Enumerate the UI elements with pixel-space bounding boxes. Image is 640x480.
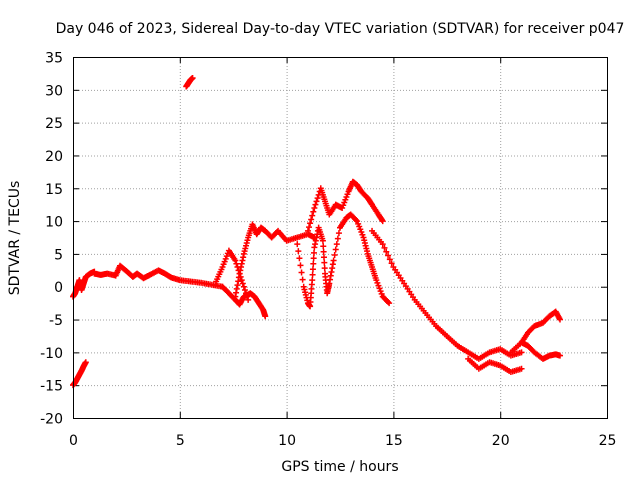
data-point: [294, 241, 301, 248]
y-tick-label: 20: [45, 149, 63, 165]
x-tick-label: 10: [278, 433, 296, 449]
data-point: [314, 195, 321, 202]
data-point: [385, 299, 392, 306]
data-point: [309, 271, 316, 278]
series-low-late: [465, 355, 525, 376]
y-tick-label: 35: [45, 51, 63, 67]
chart-title: Day 046 of 2023, Sidereal Day-to-day VTE…: [56, 21, 625, 37]
x-axis-label: GPS time / hours: [281, 459, 398, 475]
data-point: [310, 260, 317, 267]
data-point: [557, 352, 564, 359]
data-point: [243, 290, 250, 297]
data-point: [310, 255, 317, 262]
series-dip-to-9h: [219, 283, 269, 320]
x-tick-label: 15: [385, 433, 403, 449]
data-point: [518, 365, 525, 372]
tick-labels: 0 5 10 15 20 25 -20 -15 -10 -5 0 5 10 15 20 25 30 35: [40, 51, 616, 450]
data-point: [334, 235, 341, 242]
ticks: [73, 57, 608, 419]
y-tick-label: -20: [40, 412, 63, 428]
grid: [73, 57, 607, 418]
data-point: [304, 227, 311, 234]
x-tick-label: 20: [492, 433, 510, 449]
data-point: [233, 260, 240, 267]
data-point: [312, 201, 319, 208]
data-point: [320, 248, 327, 255]
data-point: [309, 212, 316, 219]
data-point: [330, 257, 337, 264]
data-point: [383, 248, 390, 255]
y-tick-label: 0: [54, 280, 63, 296]
data-point: [311, 204, 318, 211]
data-point: [313, 198, 320, 205]
data-point: [333, 241, 340, 248]
data-point: [309, 266, 316, 273]
data-point: [557, 316, 564, 323]
data-point: [335, 230, 342, 237]
y-tick-label: 25: [45, 116, 63, 132]
data-point: [320, 254, 327, 261]
y-axis-label: SDTVAR / TECUs: [7, 181, 23, 296]
data-point: [379, 218, 386, 225]
y-tick-label: -15: [40, 379, 63, 395]
data-point: [321, 265, 328, 272]
y-tick-label: 10: [45, 215, 63, 231]
data-point: [332, 246, 339, 253]
data-point: [379, 241, 386, 248]
data-point: [82, 359, 89, 366]
data-point: [518, 349, 525, 356]
data-point: [321, 259, 328, 266]
data-point: [232, 257, 239, 264]
y-tick-label: 30: [45, 83, 63, 99]
data-point: [386, 300, 393, 307]
series-recovery: [507, 308, 564, 356]
y-tick-label: -10: [40, 346, 63, 362]
data-point: [307, 220, 314, 227]
series-late-low-tail: [518, 339, 564, 362]
data-point: [241, 287, 248, 294]
series-early-low-arc: [70, 359, 89, 389]
data-point: [244, 293, 251, 300]
data-point: [296, 255, 303, 262]
series-mid-waves: [294, 224, 343, 310]
data-point: [319, 237, 326, 244]
series-climb-8h: [232, 221, 318, 300]
data-point: [299, 276, 306, 283]
data-point: [309, 277, 316, 284]
data-point: [386, 256, 393, 263]
data-point: [306, 224, 313, 231]
data-point: [353, 216, 360, 223]
y-tick-label: -5: [49, 313, 63, 329]
y-tick-label: 15: [45, 182, 63, 198]
data-point: [295, 248, 302, 255]
series-drop-14h: [337, 211, 393, 307]
data-point: [388, 260, 395, 267]
data-point: [308, 216, 315, 223]
data-point: [311, 249, 318, 256]
data-point: [239, 280, 246, 287]
series-isolated-high: [183, 75, 196, 90]
data-point: [310, 208, 317, 215]
data-point: [240, 283, 247, 290]
x-tick-label: 0: [69, 433, 78, 449]
x-tick-label: 5: [176, 433, 185, 449]
plot-frame: [73, 57, 608, 419]
series-decline-evening: [369, 227, 525, 362]
data-point: [381, 244, 388, 251]
data-point: [385, 252, 392, 259]
data-point: [297, 262, 304, 269]
y-tick-label: 5: [54, 247, 63, 263]
data-point: [262, 313, 269, 320]
data-point: [189, 75, 196, 82]
data-point: [245, 296, 252, 303]
data-points: [70, 75, 564, 389]
data-point: [298, 269, 305, 276]
series-flat-morning: [91, 262, 226, 290]
data-point: [331, 252, 338, 259]
x-tick-label: 25: [599, 433, 617, 449]
data-point: [320, 243, 327, 250]
series-twin-peaks: [304, 178, 386, 234]
